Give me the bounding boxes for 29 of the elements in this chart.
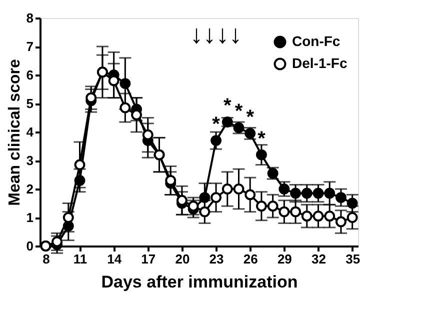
y-tick-label: 1 (26, 210, 34, 225)
x-tick-label: 32 (312, 252, 326, 266)
y-axis-title: Mean clinical score (6, 59, 24, 206)
y-tick-label: 6 (26, 68, 34, 82)
x-tick-label: 14 (107, 252, 122, 266)
y-tick-label: 5 (26, 96, 34, 111)
x-tick-label: 23 (209, 252, 224, 266)
annotation: ↓↓↓↓ (190, 19, 242, 49)
y-tick-label: 7 (26, 39, 34, 54)
legend-label: Con-Fc (292, 33, 340, 49)
annotation: * (246, 106, 254, 128)
x-tick-label: 29 (277, 252, 292, 266)
annotation: * (223, 95, 232, 118)
y-tick-label: 2 (26, 182, 34, 196)
y-tick-label: 8 (26, 10, 34, 26)
y-tick-label: 3 (26, 153, 34, 168)
annotation: * (234, 100, 243, 123)
x-tick-label: 35 (346, 252, 360, 266)
x-axis-title: Days after immunization (101, 272, 298, 292)
x-tick-label: 8 (42, 252, 50, 266)
y-tick-label: 4 (26, 124, 34, 140)
x-tick-label: 17 (141, 252, 156, 266)
x-tick-label: 20 (175, 252, 190, 266)
x-tick-label: 26 (243, 252, 258, 266)
annotation: * (212, 114, 220, 136)
annotation: * (258, 128, 266, 150)
y-tick-label: 0 (26, 238, 34, 254)
legend-label: Del-1-Fc (292, 55, 348, 71)
x-tick-label: 11 (73, 252, 88, 266)
